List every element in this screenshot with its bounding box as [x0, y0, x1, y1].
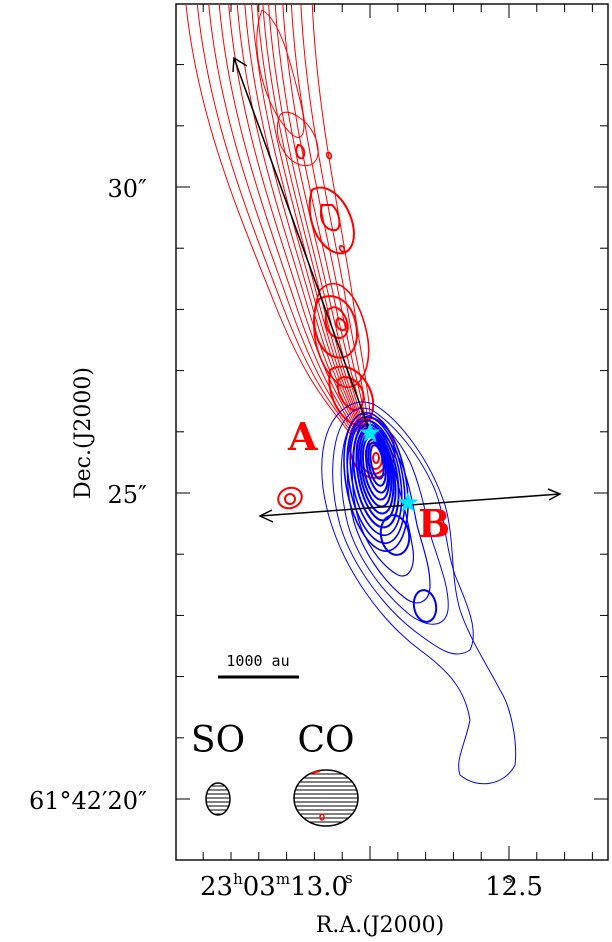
contour — [276, 111, 319, 166]
beam-label-so: SO — [191, 720, 245, 761]
arrow-head-west — [547, 488, 562, 501]
contour — [274, 4, 365, 431]
contour — [335, 316, 347, 332]
contour — [332, 407, 474, 655]
contour — [372, 452, 380, 464]
outflow-arrow-a — [233, 57, 371, 433]
y-axis-label: Dec.(J2000) — [71, 367, 96, 499]
scalebar-label: 1000 au — [226, 652, 289, 670]
contour — [412, 589, 438, 623]
contour — [256, 4, 363, 431]
contour — [339, 245, 346, 253]
contour — [324, 306, 349, 340]
contour — [321, 401, 517, 785]
arrow-head-north — [232, 56, 248, 73]
contour — [369, 444, 385, 480]
contour — [295, 143, 306, 160]
contour — [320, 204, 341, 232]
contour — [277, 486, 303, 510]
star-a-icon — [359, 422, 381, 442]
contour — [365, 438, 389, 494]
contour — [262, 4, 363, 431]
x-tick-sec-sup-2: s — [505, 869, 513, 887]
beam-co-red-dot — [319, 813, 325, 821]
contour — [185, 4, 351, 435]
contour — [313, 295, 358, 359]
y-tick-label-25: 25″ — [107, 481, 147, 509]
contour — [228, 4, 358, 432]
contour — [290, 4, 368, 432]
y-tick-label-30: 30″ — [107, 175, 147, 203]
contour — [367, 441, 387, 487]
arrow-head-east — [258, 509, 274, 523]
x-tick-sec-sup: s — [345, 869, 353, 887]
contour — [244, 4, 361, 431]
contour — [218, 4, 356, 433]
contour — [379, 514, 411, 556]
beam-co-red-mark — [310, 770, 321, 774]
contour — [268, 4, 364, 431]
star-b-icon — [397, 492, 419, 512]
beam-label-co: CO — [297, 720, 354, 761]
x-axis-label: R.A.(J2000) — [316, 913, 444, 938]
contour — [196, 4, 353, 434]
beam-so — [205, 782, 231, 816]
tick-marks — [176, 4, 608, 860]
contour — [256, 9, 305, 138]
y-tick-label-20: 61°42′20″ — [29, 787, 147, 815]
contour — [284, 493, 296, 505]
x-tick-label-12-5: 12.5 — [485, 872, 543, 902]
contour — [346, 419, 431, 604]
contour — [250, 4, 362, 431]
source-label-b: B — [418, 501, 450, 546]
contour — [336, 376, 365, 412]
contour — [326, 151, 333, 160]
beam-co — [293, 769, 359, 827]
source-label-a: A — [287, 414, 318, 459]
contour — [308, 186, 355, 255]
x-tick-label-13: 23h03m13.0 — [200, 870, 348, 902]
contour — [311, 4, 371, 433]
